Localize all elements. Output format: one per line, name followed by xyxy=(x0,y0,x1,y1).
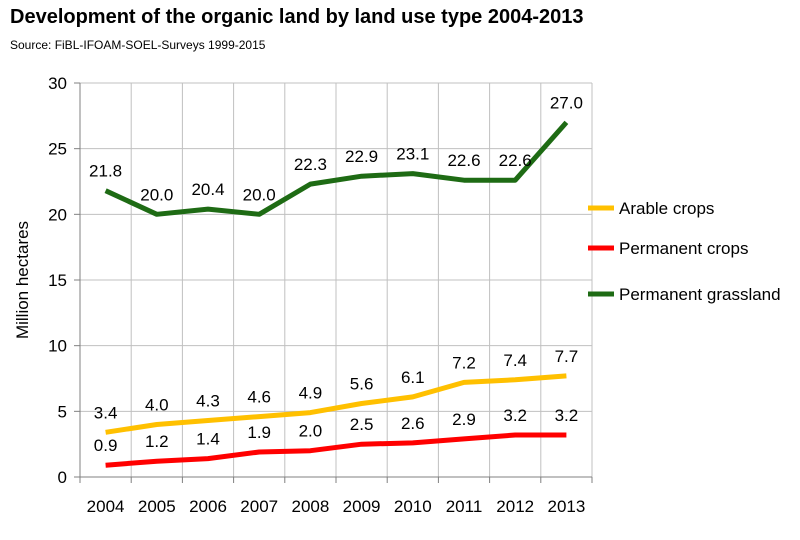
x-tick-label: 2006 xyxy=(189,497,227,516)
data-label-arable-crops: 4.6 xyxy=(247,388,271,407)
chart-subtitle: Source: FiBL-IFOAM-SOEL-Surveys 1999-201… xyxy=(10,38,266,52)
y-tick-label: 20 xyxy=(48,205,67,224)
data-label-arable-crops: 4.3 xyxy=(196,392,220,411)
data-label-permanent-grassland: 22.3 xyxy=(294,155,327,174)
data-label-permanent-crops: 0.9 xyxy=(94,436,118,455)
data-label-permanent-grassland: 22.9 xyxy=(345,147,378,166)
legend-label-arable-crops: Arable crops xyxy=(619,199,714,218)
series-line-arable-crops xyxy=(105,373,567,435)
data-label-permanent-crops: 2.9 xyxy=(452,410,476,429)
x-tick-label: 2013 xyxy=(547,497,585,516)
y-tick-label: 0 xyxy=(58,468,67,487)
data-label-permanent-grassland: 20.4 xyxy=(191,180,224,199)
y-tick-label: 25 xyxy=(48,140,67,159)
data-label-permanent-grassland: 21.8 xyxy=(89,162,122,181)
series-line-permanent-crops xyxy=(105,432,567,468)
data-label-permanent-grassland: 22.6 xyxy=(499,151,532,170)
data-label-permanent-crops: 2.6 xyxy=(401,414,425,433)
x-tick-label: 2009 xyxy=(343,497,381,516)
y-tick-label: 30 xyxy=(48,74,67,93)
data-label-arable-crops: 3.4 xyxy=(94,403,118,422)
data-label-permanent-crops: 1.9 xyxy=(247,423,271,442)
data-label-permanent-grassland: 22.6 xyxy=(447,151,480,170)
data-label-permanent-grassland: 20.0 xyxy=(243,185,276,204)
data-label-arable-crops: 4.0 xyxy=(145,395,169,414)
data-label-arable-crops: 7.4 xyxy=(503,351,527,370)
data-label-arable-crops: 7.7 xyxy=(555,347,579,366)
y-tick-label: 15 xyxy=(48,271,67,290)
data-label-permanent-grassland: 27.0 xyxy=(550,93,583,112)
data-label-permanent-crops: 1.2 xyxy=(145,432,169,451)
x-tick-label: 2010 xyxy=(394,497,432,516)
y-tick-label: 10 xyxy=(48,337,67,356)
data-label-permanent-crops: 3.2 xyxy=(555,406,579,425)
x-tick-label: 2004 xyxy=(87,497,125,516)
x-tick-label: 2012 xyxy=(496,497,534,516)
x-tick-label: 2005 xyxy=(138,497,176,516)
legend-label-permanent-crops: Permanent crops xyxy=(619,239,748,258)
data-label-permanent-grassland: 23.1 xyxy=(396,145,429,164)
data-label-arable-crops: 6.1 xyxy=(401,368,425,387)
data-label-permanent-grassland: 20.0 xyxy=(140,185,173,204)
x-tick-label: 2008 xyxy=(291,497,329,516)
series-line-permanent-grassland xyxy=(104,120,569,217)
data-label-permanent-crops: 3.2 xyxy=(503,406,527,425)
data-label-arable-crops: 5.6 xyxy=(350,374,374,393)
data-label-permanent-crops: 2.0 xyxy=(299,422,323,441)
data-label-permanent-crops: 1.4 xyxy=(196,430,220,449)
y-tick-label: 5 xyxy=(58,402,67,421)
data-label-permanent-crops: 2.5 xyxy=(350,415,374,434)
x-tick-label: 2007 xyxy=(240,497,278,516)
data-label-arable-crops: 4.9 xyxy=(299,384,323,403)
x-tick-label: 2011 xyxy=(446,497,483,516)
chart-title: Development of the organic land by land … xyxy=(10,6,584,28)
legend-label-permanent-grassland: Permanent grassland xyxy=(619,285,781,304)
data-label-arable-crops: 7.2 xyxy=(452,353,476,372)
y-axis-title: Million hectares xyxy=(13,221,32,339)
